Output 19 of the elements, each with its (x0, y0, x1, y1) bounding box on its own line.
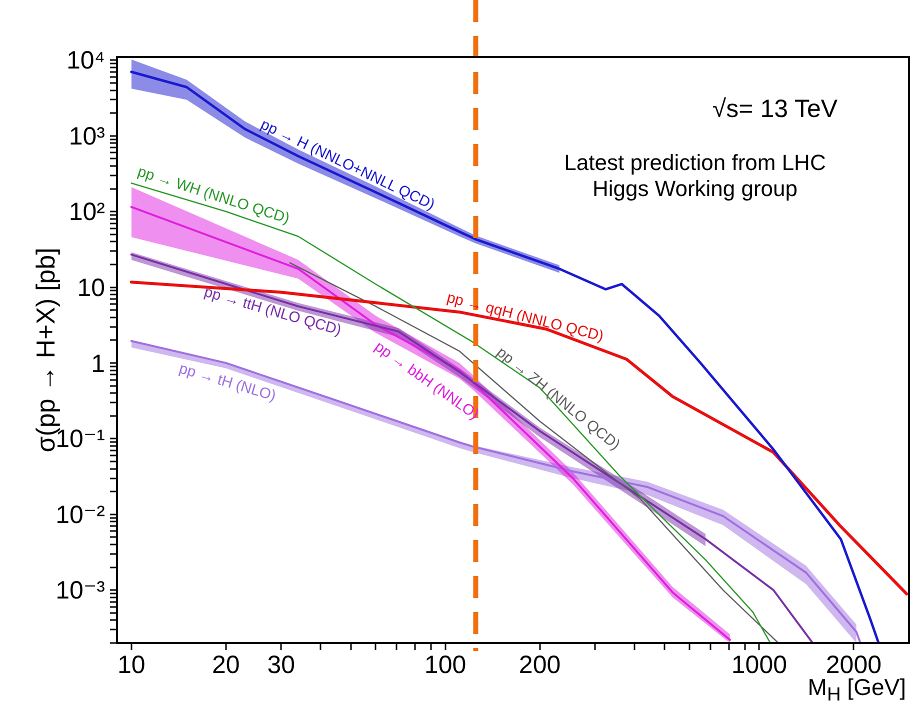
y-tick-label: 1 (91, 350, 105, 378)
x-tick-label: 100 (424, 651, 466, 679)
x-tick-label: 30 (267, 651, 296, 679)
y-tick-label: 10⁻² (56, 500, 105, 529)
y-tick-label: 10⁻³ (56, 576, 105, 605)
y-tick-label: 10² (68, 198, 105, 226)
x-tick-label: 10 (117, 651, 146, 679)
text: pp → tH (NLO) (177, 360, 278, 405)
y-tick-label: 10³ (68, 122, 105, 150)
text: pp → ttH (NLO QCD) (202, 283, 344, 340)
text: pp → WH (NNLO QCD) (136, 163, 292, 228)
annotation: √s= 13 TeV (711, 95, 839, 124)
x-tick-label: 20 (212, 651, 240, 679)
y-tick-label: 10⁴ (66, 46, 105, 75)
x-tick-label: 200 (518, 651, 561, 679)
annotation: Latest prediction from LHC Higgs Working group (563, 150, 827, 202)
y-tick-label: 10 (77, 274, 105, 302)
x-tick-label: 1000 (731, 651, 788, 679)
text: pp → qqH (NNLO QCD) (445, 289, 606, 346)
